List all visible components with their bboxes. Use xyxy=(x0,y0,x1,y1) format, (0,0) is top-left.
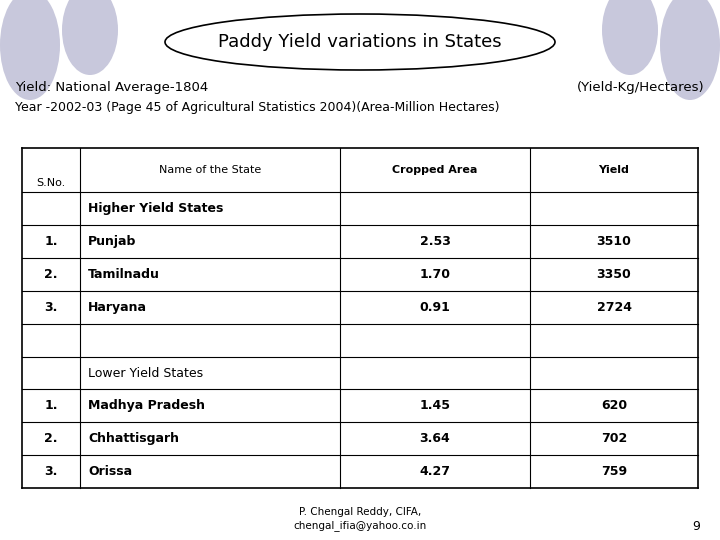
Text: 9: 9 xyxy=(692,519,700,532)
Text: 1.: 1. xyxy=(44,400,58,413)
Text: Paddy Yield variations in States: Paddy Yield variations in States xyxy=(218,33,502,51)
Ellipse shape xyxy=(602,0,658,75)
Text: Haryana: Haryana xyxy=(88,301,147,314)
Text: chengal_ifia@yahoo.co.in: chengal_ifia@yahoo.co.in xyxy=(293,521,427,531)
Text: Punjab: Punjab xyxy=(88,235,136,248)
Text: Year -2002-03 (Page 45 of Agricultural Statistics 2004)(Area-Million Hectares): Year -2002-03 (Page 45 of Agricultural S… xyxy=(15,102,500,114)
Text: S.No.: S.No. xyxy=(37,178,66,188)
Text: 1.: 1. xyxy=(44,235,58,248)
Text: 0.91: 0.91 xyxy=(420,301,451,314)
Text: Yield: National Average-1804: Yield: National Average-1804 xyxy=(15,82,208,94)
Text: 3.64: 3.64 xyxy=(420,432,451,445)
Ellipse shape xyxy=(62,0,118,75)
Text: 2.53: 2.53 xyxy=(420,235,451,248)
Text: Madhya Pradesh: Madhya Pradesh xyxy=(88,400,205,413)
Text: Name of the State: Name of the State xyxy=(159,165,261,175)
Text: 1.45: 1.45 xyxy=(420,400,451,413)
Text: Yield: Yield xyxy=(598,165,629,175)
Text: 3.: 3. xyxy=(45,301,58,314)
Text: Cropped Area: Cropped Area xyxy=(392,165,477,175)
Text: Tamilnadu: Tamilnadu xyxy=(88,268,160,281)
Text: 2.: 2. xyxy=(44,268,58,281)
Text: (Yield-Kg/Hectares): (Yield-Kg/Hectares) xyxy=(577,82,705,94)
Text: 1.70: 1.70 xyxy=(420,268,451,281)
Ellipse shape xyxy=(0,0,60,100)
Text: 620: 620 xyxy=(601,400,627,413)
Text: Lower Yield States: Lower Yield States xyxy=(88,367,203,380)
Text: 4.27: 4.27 xyxy=(420,465,451,478)
Text: 3510: 3510 xyxy=(597,235,631,248)
Text: Chhattisgarh: Chhattisgarh xyxy=(88,432,179,445)
Text: 3350: 3350 xyxy=(597,268,631,281)
Ellipse shape xyxy=(660,0,720,100)
Text: 2724: 2724 xyxy=(596,301,631,314)
Text: 702: 702 xyxy=(601,432,627,445)
Ellipse shape xyxy=(165,14,555,70)
Text: P. Chengal Reddy, CIFA,: P. Chengal Reddy, CIFA, xyxy=(299,507,421,517)
Text: Orissa: Orissa xyxy=(88,465,132,478)
Text: 3.: 3. xyxy=(45,465,58,478)
Text: 2.: 2. xyxy=(44,432,58,445)
Text: Higher Yield States: Higher Yield States xyxy=(88,202,223,215)
Text: 759: 759 xyxy=(601,465,627,478)
